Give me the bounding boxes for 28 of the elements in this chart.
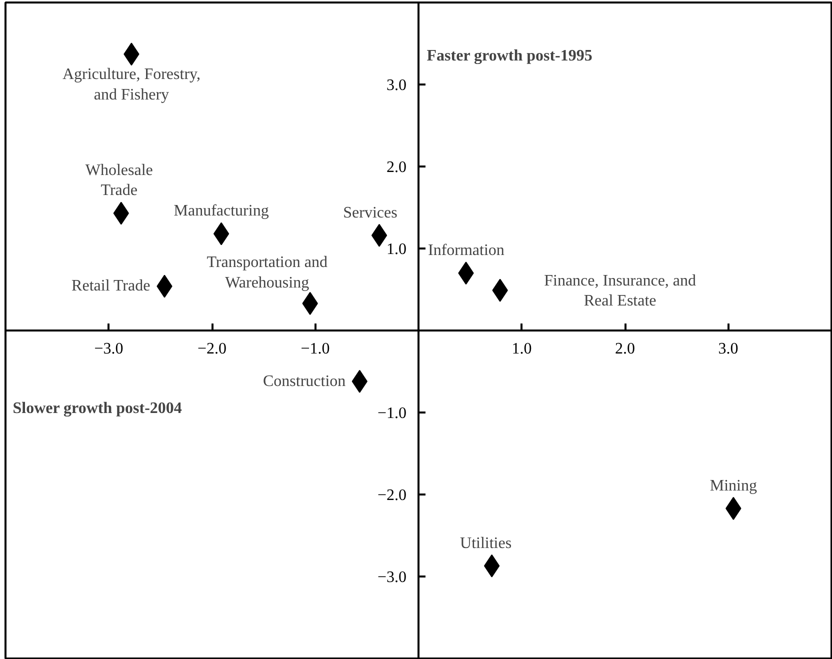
y-tick-label: 1.0 [386,241,406,258]
y-tick-label: −2.0 [377,487,407,504]
x-tick-label: 1.0 [512,340,532,358]
y-tick-label: 2.0 [386,159,406,176]
x-tick-label: −3.0 [94,340,124,358]
annotation: Slower growth post-2004 [12,400,182,417]
annotation: Retail Trade [72,278,150,295]
annotation: Finance, Insurance, and Real Estate [544,272,696,310]
x-tick-label: 3.0 [718,340,738,358]
annotation: Information [428,242,504,260]
annotation: Construction [262,372,346,390]
point [213,222,230,246]
point [371,224,388,247]
x-tick-label: 2.0 [615,340,635,358]
y-tick-label: −3.0 [377,569,407,586]
annotation: Agriculture, Forestry, and Fishery [62,66,200,104]
annotation: Services [343,204,398,222]
annotation: Mining [710,477,757,494]
annotation: Utilities [460,534,512,552]
annotation: Faster growth post-1995 [426,48,592,65]
y-tick-label: 3.0 [386,77,406,94]
y-tick-label: −1.0 [377,405,407,422]
annotation: Wholesale Trade [85,162,153,200]
x-tick-label: −1.0 [300,340,330,358]
point [484,554,500,578]
x-tick-label: −2.0 [197,340,227,358]
annotation: Transportation and Warehousing [206,254,328,292]
annotation: Manufacturing [174,202,269,220]
